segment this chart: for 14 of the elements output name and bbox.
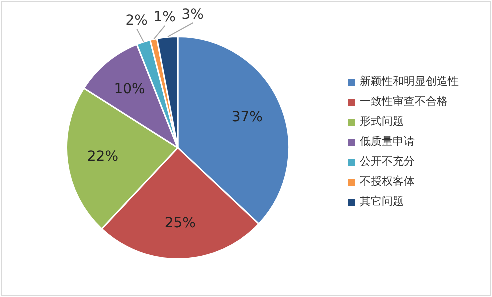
data-label: 10%	[114, 81, 146, 98]
legend-label: 公开不充分	[360, 154, 415, 170]
legend-label: 其它问题	[360, 194, 404, 210]
legend-label: 低质量申请	[360, 134, 415, 150]
data-label: 37%	[232, 110, 263, 126]
data-label: 22%	[87, 149, 119, 166]
legend-label: 新颖性和明显创造性	[360, 74, 459, 90]
data-label: 3%	[182, 6, 204, 23]
data-label: 2%	[126, 12, 148, 29]
legend-label: 不授权客体	[360, 174, 415, 190]
legend-label: 一致性审查不合格	[360, 94, 448, 110]
data-label: 25%	[164, 215, 196, 232]
legend-label: 形式问题	[360, 114, 404, 130]
data-label: 1%	[154, 10, 176, 26]
